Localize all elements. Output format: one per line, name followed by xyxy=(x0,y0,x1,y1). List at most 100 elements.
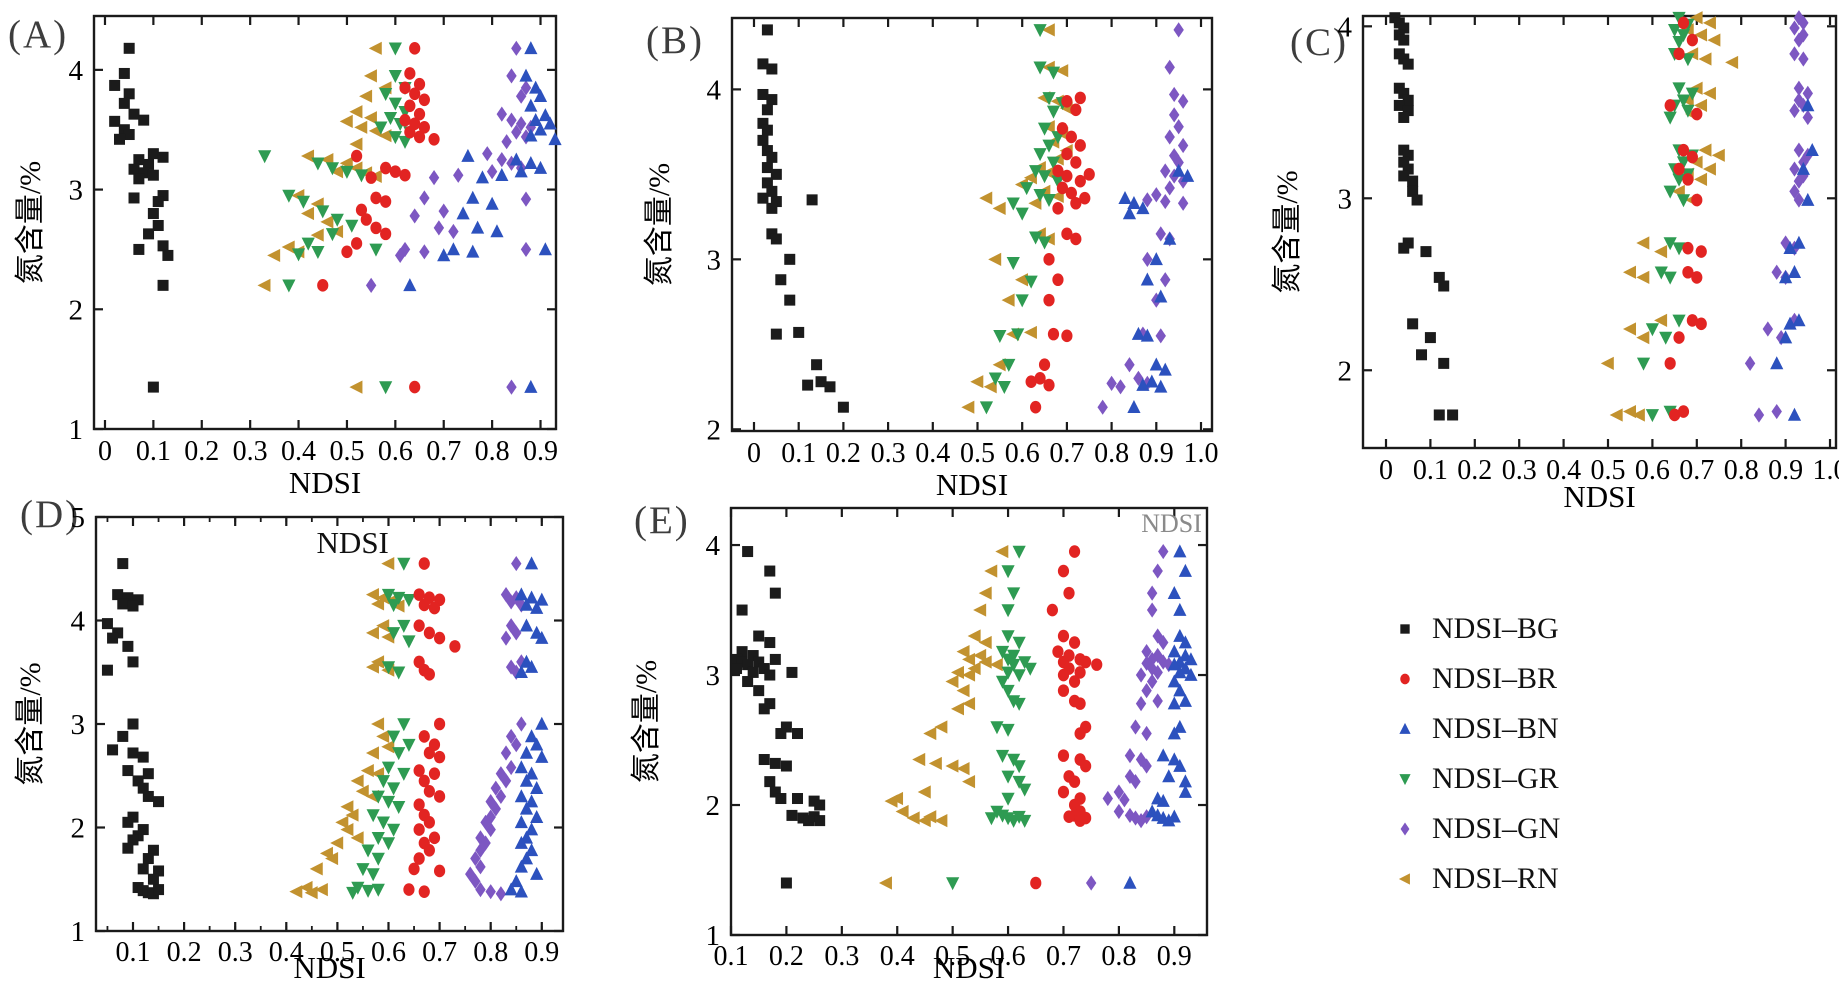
data-point-diamond xyxy=(1802,109,1814,126)
data-point-square xyxy=(1398,156,1410,168)
x-tick-label: 0.9 xyxy=(1139,438,1174,469)
data-point-triangle-down xyxy=(301,237,315,251)
data-point-diamond xyxy=(495,766,507,782)
data-point-circle xyxy=(1030,876,1042,890)
data-point-diamond xyxy=(1152,693,1163,709)
data-point-triangle-left xyxy=(1623,265,1637,279)
data-point-diamond xyxy=(520,191,532,207)
data-point-triangle-up xyxy=(529,112,543,126)
data-point-circle xyxy=(413,823,425,836)
data-point-triangle-left xyxy=(363,111,377,125)
data-point-circle xyxy=(1074,727,1086,740)
data-point-diamond xyxy=(516,654,527,670)
data-point-triangle-left xyxy=(917,785,931,799)
data-point-triangle-up xyxy=(543,116,557,130)
data-point-triangle-up xyxy=(1118,190,1132,204)
x-tick-label: 0.1 xyxy=(115,937,150,968)
data-point-diamond xyxy=(1163,657,1174,673)
data-point-triangle-up xyxy=(524,156,538,170)
legend-item: NDSI–GR xyxy=(1392,754,1560,804)
data-point-diamond xyxy=(1155,328,1166,344)
data-point-triangle-left xyxy=(378,129,392,143)
data-point-circle xyxy=(1682,241,1694,255)
x-axis-title: NDSI xyxy=(936,467,1008,502)
x-tick-label: 1.0 xyxy=(1184,438,1219,469)
data-point-triangle-down xyxy=(397,767,411,781)
data-point-triangle-down xyxy=(1676,156,1691,170)
data-point-triangle-up xyxy=(1184,667,1198,681)
data-point-triangle-up xyxy=(1127,400,1141,414)
legend-item: NDSI–RN xyxy=(1392,854,1560,904)
data-point-square xyxy=(127,834,139,846)
data-point-triangle-up xyxy=(495,168,509,182)
data-point-circle xyxy=(433,717,446,731)
data-point-square xyxy=(1398,22,1410,34)
x-tick-label: 0.7 xyxy=(426,436,461,467)
data-point-square xyxy=(742,546,754,558)
data-point-square xyxy=(766,185,778,197)
data-point-square xyxy=(1402,149,1414,161)
data-point-diamond xyxy=(1164,180,1175,196)
data-point-triangle-down xyxy=(402,594,416,607)
data-point-square xyxy=(775,728,787,740)
data-point-triangle-up xyxy=(1173,628,1187,642)
data-point-square xyxy=(780,721,792,733)
data-point-triangle-down xyxy=(340,165,354,179)
data-point-triangle-down xyxy=(387,599,401,613)
data-point-triangle-left xyxy=(1014,273,1028,287)
y-tick-label: 2 xyxy=(706,790,721,822)
data-point-square xyxy=(123,129,135,141)
data-point-diamond xyxy=(1771,403,1782,420)
data-point-triangle-up xyxy=(1792,313,1806,327)
data-point-diamond xyxy=(500,745,512,761)
data-point-diamond xyxy=(496,152,508,168)
data-point-triangle-up xyxy=(514,164,528,178)
data-point-triangle-down xyxy=(1001,792,1015,806)
data-point-circle xyxy=(403,883,415,896)
data-point-triangle-down xyxy=(388,42,402,56)
data-point-triangle-up xyxy=(1783,240,1797,254)
data-point-circle xyxy=(365,171,377,184)
legend-item-label: NDSI–GN xyxy=(1432,812,1561,845)
data-point-triangle-up xyxy=(530,809,544,823)
data-point-diamond xyxy=(1789,183,1800,200)
data-point-square xyxy=(118,97,130,109)
data-point-circle xyxy=(433,864,446,878)
data-point-square xyxy=(742,676,754,688)
data-point-diamond xyxy=(1085,875,1097,891)
data-point-diamond xyxy=(490,801,502,817)
data-point-triangle-down xyxy=(1685,87,1699,101)
data-point-triangle-down xyxy=(356,863,370,877)
panel-b-letter: (B) xyxy=(646,19,704,62)
data-point-square xyxy=(747,650,759,662)
data-point-circle xyxy=(1061,94,1073,108)
data-point-triangle-down xyxy=(1001,770,1015,784)
data-point-triangle-left xyxy=(349,105,363,119)
data-point-triangle-down xyxy=(387,730,401,744)
data-point-triangle-left xyxy=(363,69,377,83)
data-point-diamond xyxy=(480,835,491,851)
data-point-triangle-left xyxy=(1023,171,1037,185)
data-point-square xyxy=(761,145,773,157)
y-tick-label: 5 xyxy=(71,502,86,534)
data-point-circle xyxy=(1043,378,1055,392)
data-point-square xyxy=(133,173,145,185)
x-tick-label: 0.5 xyxy=(960,438,995,469)
data-point-square xyxy=(118,67,130,79)
data-point-square xyxy=(775,793,787,805)
data-point-square xyxy=(101,618,113,630)
data-point-triangle-down xyxy=(392,747,406,761)
x-tick-label: 0.2 xyxy=(184,436,219,467)
data-point-diamond xyxy=(1173,119,1184,135)
data-point-square xyxy=(138,114,150,126)
data-point-square xyxy=(157,240,169,252)
data-point-diamond xyxy=(433,220,445,236)
data-point-triangle-down xyxy=(1033,148,1047,162)
panel-c-plot: 0 0.1 0.2 0.3 0.4 0.5 0.6 0.7 0.8 0.9 1.0 2 3 4 NDSI 氮含… xyxy=(1271,10,1839,510)
data-point-triangle-left xyxy=(310,228,324,242)
data-point-diamond xyxy=(1168,148,1180,164)
data-point-square xyxy=(793,326,805,338)
data-point-triangle-up xyxy=(471,220,485,234)
data-point-square xyxy=(152,219,164,231)
data-point-square xyxy=(786,809,798,821)
